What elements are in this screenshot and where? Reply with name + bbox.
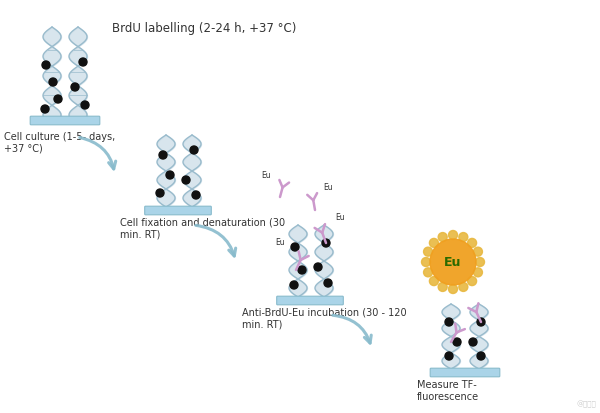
- Circle shape: [473, 268, 482, 277]
- Text: Eu: Eu: [323, 183, 333, 192]
- FancyArrowPatch shape: [196, 226, 236, 256]
- Text: @優宁维: @優宁维: [576, 400, 596, 407]
- Circle shape: [41, 106, 49, 114]
- Circle shape: [42, 62, 50, 70]
- Circle shape: [291, 243, 299, 252]
- Circle shape: [156, 190, 164, 197]
- Circle shape: [81, 102, 89, 110]
- Circle shape: [430, 240, 476, 285]
- Text: Anti-BrdU-Eu incubation (30 - 120
min. RT): Anti-BrdU-Eu incubation (30 - 120 min. R…: [242, 307, 407, 329]
- Circle shape: [449, 231, 458, 240]
- Circle shape: [71, 84, 79, 92]
- FancyArrowPatch shape: [333, 316, 371, 343]
- Text: BrdU labelling (2-24 h, +37 °C): BrdU labelling (2-24 h, +37 °C): [112, 22, 296, 35]
- Circle shape: [476, 258, 485, 267]
- Circle shape: [430, 277, 439, 286]
- Text: Eu: Eu: [445, 256, 461, 269]
- Circle shape: [421, 258, 431, 267]
- Circle shape: [467, 277, 476, 286]
- Text: Eu: Eu: [261, 171, 271, 180]
- Circle shape: [49, 79, 57, 87]
- Text: Eu: Eu: [335, 213, 345, 222]
- FancyBboxPatch shape: [277, 297, 343, 305]
- Circle shape: [449, 285, 458, 294]
- Circle shape: [159, 152, 167, 159]
- Text: Eu: Eu: [275, 238, 285, 247]
- Text: Cell fixation and denaturation (30
min. RT): Cell fixation and denaturation (30 min. …: [120, 218, 285, 239]
- FancyBboxPatch shape: [430, 368, 500, 377]
- Circle shape: [445, 352, 453, 360]
- Circle shape: [192, 192, 200, 199]
- Circle shape: [298, 266, 306, 274]
- FancyBboxPatch shape: [145, 206, 211, 215]
- Text: Measure TF-
fluorescence: Measure TF- fluorescence: [417, 379, 479, 401]
- Circle shape: [182, 177, 190, 185]
- Text: Cell culture (1-5- days,
+37 °C): Cell culture (1-5- days, +37 °C): [4, 132, 115, 153]
- Circle shape: [467, 239, 476, 248]
- FancyArrowPatch shape: [80, 138, 116, 169]
- Circle shape: [459, 233, 468, 242]
- Circle shape: [477, 318, 485, 326]
- Circle shape: [459, 283, 468, 292]
- Circle shape: [424, 247, 433, 256]
- Circle shape: [473, 247, 482, 256]
- Circle shape: [438, 233, 447, 242]
- Circle shape: [322, 240, 330, 247]
- Circle shape: [54, 96, 62, 104]
- Circle shape: [438, 283, 447, 292]
- Circle shape: [290, 281, 298, 289]
- Circle shape: [453, 338, 461, 346]
- Circle shape: [445, 318, 453, 326]
- Circle shape: [190, 147, 198, 154]
- Circle shape: [424, 268, 433, 277]
- Circle shape: [430, 239, 439, 248]
- FancyBboxPatch shape: [30, 117, 100, 126]
- Circle shape: [324, 279, 332, 287]
- Circle shape: [314, 263, 322, 271]
- Circle shape: [477, 352, 485, 360]
- Circle shape: [79, 59, 87, 67]
- Circle shape: [469, 338, 477, 346]
- Circle shape: [166, 171, 174, 180]
